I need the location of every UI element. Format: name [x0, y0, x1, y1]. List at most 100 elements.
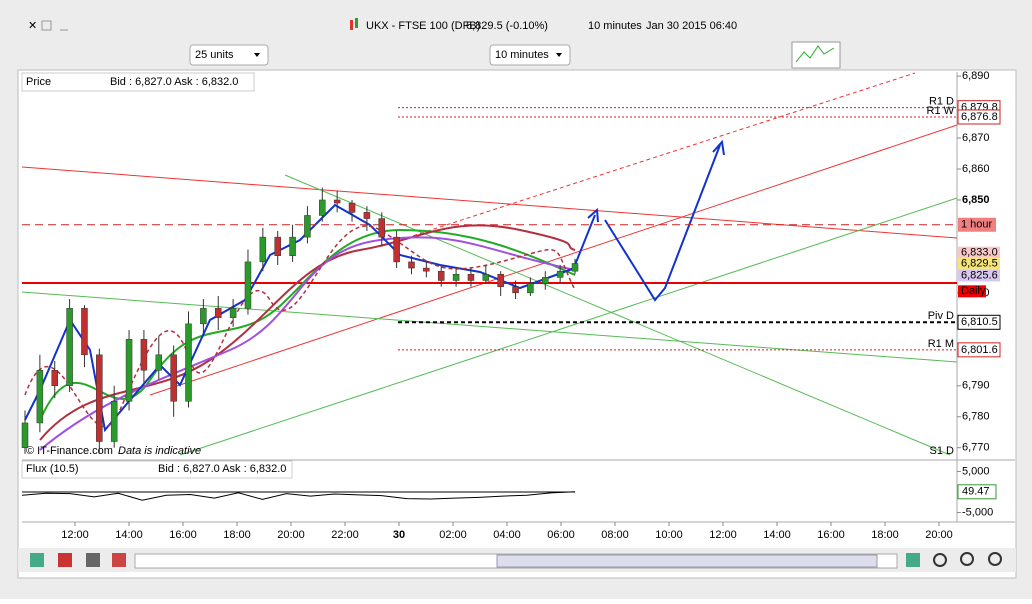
candle-body	[497, 274, 504, 287]
candle-body	[110, 401, 118, 442]
candle-body	[289, 236, 296, 256]
x-tick-label: 30	[393, 529, 405, 541]
y-tick-label: 5,000	[962, 465, 990, 477]
candle-body	[51, 370, 58, 387]
x-tick-label: 10:00	[655, 529, 683, 541]
zoom-out[interactable]	[960, 552, 974, 566]
title-icon	[350, 20, 353, 30]
title-icon	[355, 18, 358, 28]
candle-body	[214, 308, 222, 318]
last-label: 6,829.5	[961, 257, 998, 269]
last-label: 6,825.6	[961, 269, 998, 281]
level-box	[957, 109, 1001, 125]
y-tick-label: 6,890	[962, 70, 990, 82]
y-tick-label: 6,860	[962, 163, 990, 175]
x-tick-label: 22:00	[331, 529, 359, 541]
flux-label: Flux (10.5)	[26, 463, 79, 475]
copyright: © IT-Finance.com	[26, 445, 113, 457]
marker-label: Daily	[961, 285, 986, 297]
x-tick-label: 06:00	[547, 529, 575, 541]
candle-body	[333, 199, 341, 204]
last-label: 6,833.0	[961, 247, 998, 259]
dropdown-arrow	[254, 53, 260, 57]
tool-button[interactable]	[112, 553, 126, 567]
candle-body	[467, 274, 475, 281]
flux-quote: Bid : 6,827.0 Ask : 6,832.0	[158, 463, 286, 475]
close-icon[interactable]: ✕	[28, 20, 37, 32]
indicator-button[interactable]	[791, 41, 841, 69]
x-tick-label: 14:00	[763, 529, 791, 541]
candle-body	[408, 261, 415, 269]
candle-body	[140, 339, 148, 371]
y-tick-label: -5,000	[962, 506, 993, 518]
candle-body	[155, 354, 163, 371]
flux-line	[21, 491, 576, 501]
trend-line	[21, 291, 958, 363]
candle-body	[571, 263, 579, 272]
trend-line	[284, 174, 951, 456]
marker-label: 1 hour	[961, 219, 993, 231]
price-label: Price	[26, 76, 51, 88]
flux-header	[21, 460, 293, 479]
window-quote: 6,829.5 (-0.10%)	[466, 20, 548, 32]
level-box	[957, 314, 1001, 330]
candle-body	[185, 323, 192, 402]
candle-body	[66, 308, 73, 387]
candle-body	[259, 236, 267, 263]
trend-line	[179, 197, 958, 456]
candle-body	[378, 218, 386, 238]
flux-last-box	[957, 484, 997, 500]
dropdown-arrow	[556, 53, 562, 57]
s1-label: S1 D	[930, 445, 955, 457]
tool-button[interactable]	[906, 553, 920, 567]
y-tick-label: 6,870	[962, 132, 990, 144]
zoom-in[interactable]	[988, 552, 1002, 566]
candle-body	[81, 308, 88, 356]
tool-button[interactable]	[30, 553, 44, 567]
y-tick-label: 6,850	[962, 194, 990, 206]
last-box	[958, 257, 1000, 270]
window-title: UKX - FTSE 100 (DFB)	[366, 20, 480, 32]
tool-button[interactable]	[58, 553, 72, 567]
candle-body	[304, 215, 311, 238]
candle-body	[482, 274, 490, 281]
candle-body	[556, 270, 564, 278]
level-name: R1 D	[929, 96, 954, 108]
interval-dropdown[interactable]	[489, 44, 571, 66]
level-label: 6,810.5	[961, 316, 998, 328]
y-tick-label: 6,770	[962, 442, 990, 454]
candle-body	[437, 270, 445, 281]
candle-body	[170, 354, 177, 402]
x-tick-label: 18:00	[871, 529, 899, 541]
units-dropdown[interactable]	[189, 44, 269, 66]
candle-body	[244, 261, 252, 309]
zoom-fit[interactable]	[933, 553, 947, 567]
x-tick-label: 12:00	[61, 529, 89, 541]
x-tick-label: 14:00	[115, 529, 143, 541]
x-tick-label: 18:00	[223, 529, 251, 541]
price-quote: Bid : 6,827.0 Ask : 6,832.0	[110, 76, 238, 88]
x-tick-label: 20:00	[925, 529, 953, 541]
flux-last-label: 49.47	[962, 486, 990, 498]
candle-body	[200, 308, 207, 325]
level-name: Piv D	[928, 310, 954, 322]
marker-box	[958, 285, 986, 298]
x-tick-label: 02:00	[439, 529, 467, 541]
trend-line	[149, 124, 958, 396]
moving-average	[39, 236, 576, 451]
chart-frame	[17, 69, 1017, 579]
level-name: R1 M	[928, 338, 954, 350]
y-tick-label: 6,790	[962, 380, 990, 392]
moving-average	[39, 228, 576, 421]
x-tick-label: 04:00	[493, 529, 521, 541]
candle-body	[125, 339, 133, 402]
candle-body	[393, 236, 400, 263]
candle-body	[512, 286, 519, 294]
tool-button[interactable]	[86, 553, 100, 567]
candle-body	[348, 202, 356, 213]
scroll-thumb[interactable]	[496, 554, 878, 568]
units-value: 25 units	[195, 49, 234, 61]
candle-body	[423, 267, 430, 272]
maximize-icon[interactable]	[41, 20, 52, 31]
